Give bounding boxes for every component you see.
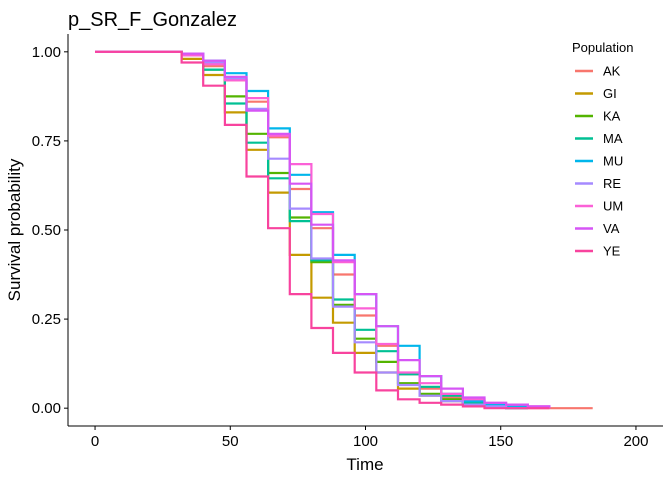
y-tick-label: 0.75 [32,133,61,150]
y-tick-label: 0.00 [32,400,61,417]
legend-label-gi: GI [603,86,617,101]
y-tick-label: 1.00 [32,44,61,61]
series-line-ye [95,50,550,410]
plot-panel: 0.00 0.25 0.50 0.75 1.00 0 50 100 150 200 [32,34,663,450]
x-tick-label: 0 [91,433,99,450]
legend-label-mu: MU [603,154,623,169]
legend-label-re: RE [603,176,621,191]
legend-label-ka: KA [603,109,621,124]
series-line-re [95,50,528,410]
x-axis-title: Time [346,455,383,474]
legend-label-ye: YE [603,244,621,259]
x-tick-label: 200 [623,433,648,450]
x-tick-label: 150 [488,433,513,450]
legend-label-um: UM [603,199,623,214]
legend-label-va: VA [603,221,620,236]
legend-items: AK GI KA MA MU RE UM VA YE [575,64,623,259]
series-layer [95,50,593,410]
y-tick-label: 0.25 [32,311,61,328]
y-axis-title: Survival probability [5,158,24,301]
x-axis-ticks: 0 50 100 150 200 [91,426,648,450]
x-tick-label: 50 [222,433,239,450]
legend: Population AK GI KA MA MU RE UM VA YE [572,40,633,259]
chart-title: p_SR_F_Gonzalez [68,9,237,31]
x-tick-label: 100 [353,433,378,450]
series-line-va [95,50,551,409]
y-axis-ticks: 0.00 0.25 0.50 0.75 1.00 [32,44,68,417]
series-line-ak [95,50,593,410]
series-line-um [95,50,551,409]
legend-title: Population [572,40,633,55]
legend-label-ak: AK [603,64,621,79]
y-tick-label: 0.50 [32,222,61,239]
legend-label-ma: MA [603,131,623,146]
